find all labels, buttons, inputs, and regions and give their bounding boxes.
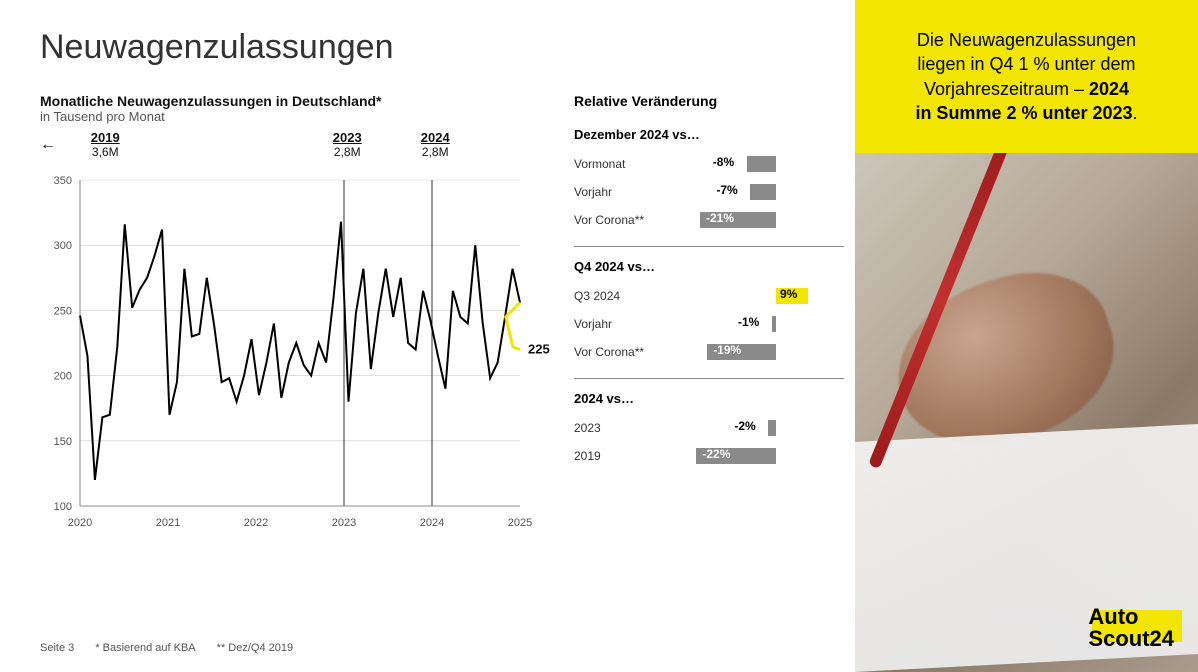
main-content: Neuwagenzulassungen Monatliche Neuwagenz… xyxy=(0,0,855,672)
bar-label: 2019 xyxy=(574,449,664,463)
bar-track: -7% xyxy=(664,184,844,200)
bar-row: Vor Corona**-21% xyxy=(574,206,844,234)
svg-text:2023: 2023 xyxy=(332,517,356,529)
svg-text:2020: 2020 xyxy=(68,517,92,529)
bar-track: -22% xyxy=(664,448,844,464)
footnote-2: ** Dez/Q4 2019 xyxy=(217,642,293,654)
bar-label: Vor Corona** xyxy=(574,345,664,359)
bar-label: Q3 2024 xyxy=(574,289,664,303)
chart-subtitle: in Tausend pro Monat xyxy=(40,109,550,124)
svg-text:2025: 2025 xyxy=(508,517,532,529)
bars-section-heading: Dezember 2024 vs… xyxy=(574,127,844,142)
footnotes: Seite 3 * Basierend auf KBA ** Dez/Q4 20… xyxy=(40,642,311,654)
chart-annotation: 20242,8M xyxy=(421,130,450,159)
svg-text:250: 250 xyxy=(54,305,72,317)
bar-track: -2% xyxy=(664,420,844,436)
chart-title: Monatliche Neuwagenzulassungen in Deutsc… xyxy=(40,93,550,109)
svg-text:2024: 2024 xyxy=(420,517,444,529)
bar-row: 2023-2% xyxy=(574,414,844,442)
section-divider xyxy=(574,246,844,247)
bar-row: 2019-22% xyxy=(574,442,844,470)
bar-label: Vormonat xyxy=(574,157,664,171)
bars-section-heading: Q4 2024 vs… xyxy=(574,259,844,274)
page-title: Neuwagenzulassungen xyxy=(40,28,835,67)
line-chart: 100 150 200 250 300 350 2020 2021 2022 2023 2024 20… xyxy=(40,174,550,534)
bar-label: Vorjahr xyxy=(574,185,664,199)
page-number: Seite 3 xyxy=(40,642,74,654)
bars-section-heading: 2024 vs… xyxy=(574,391,844,406)
bar-label: 2023 xyxy=(574,421,664,435)
chart-annotation: 20193,6M xyxy=(91,130,120,159)
bar-chart-panel: Relative Veränderung Dezember 2024 vs… Vo… xyxy=(574,93,844,534)
bar-row: Vor Corona**-19% xyxy=(574,338,844,366)
bar-row: Vorjahr-1% xyxy=(574,310,844,338)
brand-logo: AutoScout24 xyxy=(1082,602,1180,654)
chart-annotations: ← 20193,6M 20232,8M 20242,8M xyxy=(40,130,550,174)
section-divider xyxy=(574,378,844,379)
svg-text:2022: 2022 xyxy=(244,517,268,529)
bar-row: Vormonat-8% xyxy=(574,150,844,178)
right-sidebar: Die Neuwagenzulassungen liegen in Q4 1 %… xyxy=(855,0,1198,672)
highlight-callout: Die Neuwagenzulassungen liegen in Q4 1 %… xyxy=(855,0,1198,153)
bar-label: Vor Corona** xyxy=(574,213,664,227)
bar-track: -21% xyxy=(664,212,844,228)
bars-title: Relative Veränderung xyxy=(574,93,844,109)
svg-text:150: 150 xyxy=(54,436,72,448)
bar-track: -8% xyxy=(664,156,844,172)
arrow-left-icon: ← xyxy=(40,136,56,154)
chart-annotation: 20232,8M xyxy=(333,130,362,159)
footnote-1: * Basierend auf KBA xyxy=(95,642,195,654)
bar-label: Vorjahr xyxy=(574,317,664,331)
svg-text:2021: 2021 xyxy=(156,517,180,529)
bar-row: Q3 20249% xyxy=(574,282,844,310)
svg-text:100: 100 xyxy=(54,501,72,513)
svg-text:350: 350 xyxy=(54,175,72,187)
bar-row: Vorjahr-7% xyxy=(574,178,844,206)
svg-text:225: 225 xyxy=(528,342,550,357)
svg-text:300: 300 xyxy=(54,240,72,252)
bar-track: 9% xyxy=(664,288,844,304)
bar-track: -19% xyxy=(664,344,844,360)
line-chart-panel: Monatliche Neuwagenzulassungen in Deutsc… xyxy=(40,93,550,534)
svg-text:200: 200 xyxy=(54,371,72,383)
bar-track: -1% xyxy=(664,316,844,332)
